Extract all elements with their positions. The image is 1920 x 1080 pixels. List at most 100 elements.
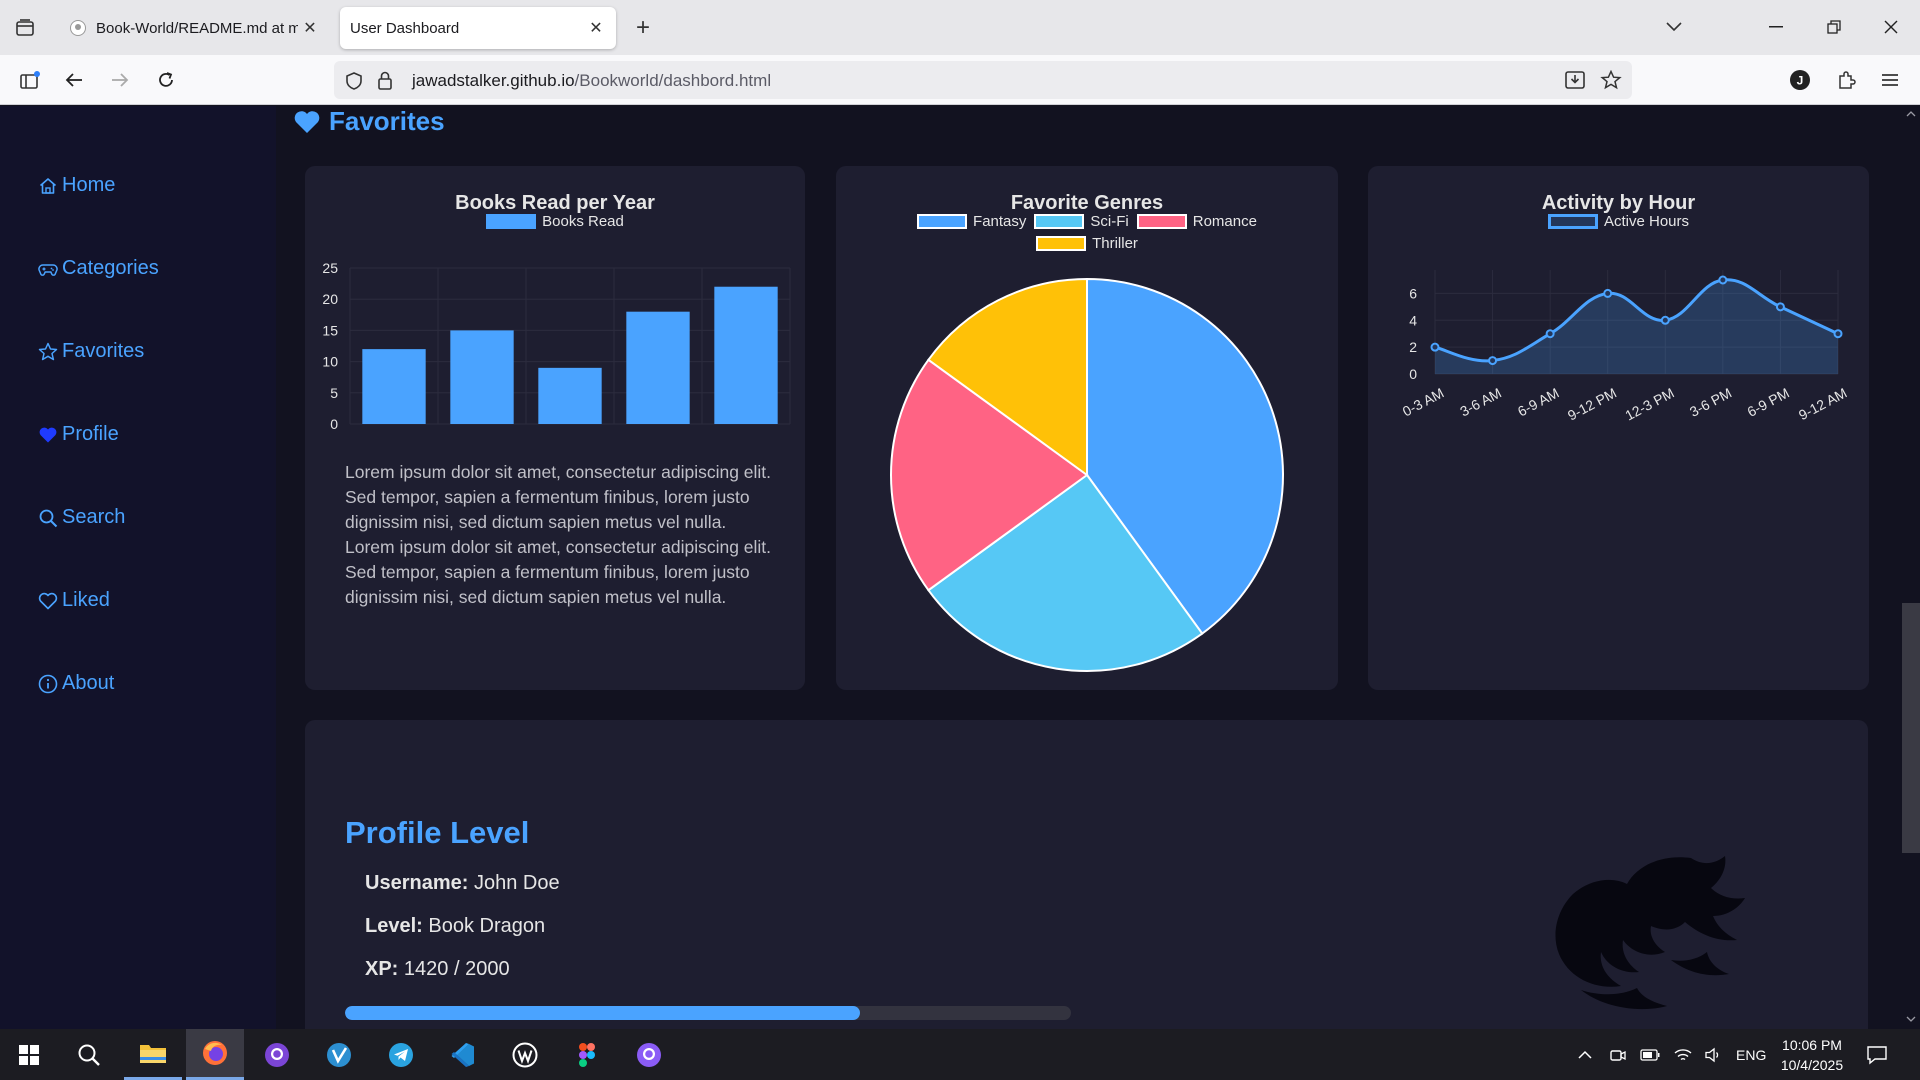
legend-item[interactable]: Romance (1136, 210, 1257, 232)
chart-legend: Active Hours (1368, 210, 1869, 232)
sidebar-item-favorites[interactable]: Favorites (38, 340, 144, 363)
page-scrollbar[interactable] (1902, 106, 1920, 1029)
save-page-icon[interactable] (1564, 70, 1586, 90)
level-row: Level: Book Dragon (365, 915, 545, 938)
legend-item[interactable]: Active Hours (1547, 210, 1689, 232)
bar (538, 367, 602, 424)
wifi-icon[interactable] (1674, 1047, 1692, 1063)
legend-item[interactable]: Fantasy (917, 210, 1026, 232)
x-tick-label: 6-9 PM (1744, 385, 1791, 420)
file-explorer-icon[interactable] (124, 1029, 182, 1080)
volume-icon[interactable] (1704, 1047, 1722, 1063)
sidebar-item-categories[interactable]: Categories (38, 257, 159, 280)
dragon-logo-icon (1555, 856, 1745, 1010)
telegram-icon[interactable] (372, 1029, 430, 1080)
vscode-icon[interactable] (434, 1029, 492, 1080)
firefox-icon[interactable] (186, 1029, 244, 1080)
wordpress-icon[interactable] (496, 1029, 554, 1080)
chart-legend: Books Read (305, 210, 805, 232)
sidebar-item-search[interactable]: Search (38, 506, 125, 529)
restore-button[interactable] (1814, 12, 1854, 42)
bar-chart: 0 5 10 15 20 25 2020 2021 2022 2023 2024 (322, 260, 791, 436)
start-windows-icon[interactable] (0, 1029, 58, 1080)
x-tick-label: 2022 (553, 435, 586, 436)
scroll-down-icon[interactable] (1906, 1016, 1916, 1022)
legend-swatch (1034, 213, 1085, 229)
y-tick-label: 10 (322, 354, 338, 370)
tray-overflow-chevron-icon[interactable] (1578, 1050, 1592, 1060)
gamepad-icon (38, 263, 58, 276)
chart-title: Books Read per Year (455, 192, 655, 214)
books-read-card: Books Read per Year Books Read 0 5 10 15 20 2… (305, 166, 805, 690)
legend-item[interactable]: Sci-Fi (1034, 210, 1129, 232)
level-label: Level: (365, 915, 423, 937)
close-tab-icon[interactable]: ✕ (589, 20, 603, 37)
back-icon[interactable] (58, 65, 90, 95)
bookmark-star-icon[interactable] (1600, 70, 1622, 90)
legend-item[interactable]: Thriller (1036, 232, 1138, 254)
extensions-icon[interactable] (1830, 65, 1862, 95)
app-v-icon[interactable] (310, 1029, 368, 1080)
github-desktop-icon[interactable] (248, 1029, 306, 1080)
tab-title: Book-World/README.md at ma (96, 19, 298, 37)
taskbar-clock[interactable]: 10:06 PM 10/4/2025 (1772, 1035, 1852, 1075)
language-indicator[interactable]: ENG (1736, 1046, 1767, 1063)
legend-swatch (1036, 235, 1087, 251)
home-icon (39, 177, 57, 194)
tab-list-icon[interactable] (10, 14, 40, 42)
shield-icon[interactable] (344, 71, 364, 91)
tab-readme[interactable]: Book-World/README.md at ma ✕ (60, 7, 330, 49)
pie-chart (890, 277, 1284, 672)
star-icon (38, 342, 58, 360)
tab-overflow-chevron-icon[interactable] (1654, 12, 1694, 42)
sidebar-item-liked[interactable]: Liked (38, 589, 110, 612)
x-tick-label: 2024 (729, 435, 762, 436)
bar (626, 311, 690, 424)
scroll-up-icon[interactable] (1906, 111, 1916, 117)
area-chart: 0 2 4 6 0-3 AM 3-6 AM 6-9 AM 9-12 PM 12-3 PM 3-6 … (1400, 270, 1849, 423)
x-tick-label: 2023 (641, 435, 674, 436)
close-tab-icon[interactable]: ✕ (303, 20, 317, 37)
section-title-text: Favorites (329, 106, 445, 136)
favorites-section-title: Favorites (293, 106, 445, 137)
reload-icon[interactable] (150, 65, 182, 95)
search-taskbar-icon[interactable] (60, 1029, 118, 1080)
sidebar-item-profile[interactable]: Profile (38, 423, 119, 446)
level-value: Book Dragon (428, 915, 546, 937)
url-text: jawadstalker.github.io/Bookworld/dashbor… (412, 71, 771, 91)
bar (450, 330, 514, 424)
camera-icon[interactable] (1610, 1047, 1626, 1063)
account-avatar-icon[interactable]: J (1784, 65, 1816, 95)
minimize-button[interactable] (1756, 12, 1796, 42)
scroll-thumb[interactable] (1902, 603, 1920, 853)
sidebar-item-home[interactable]: Home (38, 174, 115, 197)
x-tick-label: 6-9 AM (1515, 385, 1562, 420)
xp-value: 1420 / 2000 (403, 958, 510, 980)
address-bar[interactable]: jawadstalker.github.io/Bookworld/dashbor… (334, 61, 1632, 99)
app-menu-icon[interactable] (1874, 65, 1906, 95)
close-window-button[interactable] (1871, 12, 1911, 42)
sidebar: Home Categories Favorites Profile Search… (0, 106, 276, 1029)
notifications-icon[interactable] (1848, 1029, 1906, 1080)
area-fill (1435, 279, 1838, 374)
data-point (1430, 342, 1440, 352)
url-path: /Bookworld/dashbord.html (574, 71, 772, 90)
figma-icon[interactable] (558, 1029, 616, 1080)
system-tray: ENG (1578, 1029, 1766, 1080)
lock-icon[interactable] (376, 70, 394, 90)
browser-tab-bar: Book-World/README.md at ma ✕ User Dashbo… (0, 0, 1920, 55)
github-icon[interactable] (620, 1029, 678, 1080)
new-tab-button[interactable]: + (635, 14, 650, 41)
forward-icon[interactable] (104, 65, 136, 95)
sidebar-item-about[interactable]: About (38, 672, 114, 695)
pie-slice (890, 358, 1089, 592)
url-domain: jawadstalker.github.io (412, 71, 575, 90)
legend-item[interactable]: Books Read (486, 210, 624, 232)
sidebar-toggle-icon[interactable] (14, 65, 46, 95)
windows-taskbar: ENG 10:06 PM 10/4/2025 (0, 1029, 1920, 1080)
battery-icon[interactable] (1640, 1048, 1660, 1061)
xp-progress-bar (345, 1006, 1071, 1020)
tab-user-dashboard[interactable]: User Dashboard ✕ (340, 7, 616, 49)
xp-label: XP: (365, 958, 399, 980)
heart-icon (294, 110, 320, 133)
